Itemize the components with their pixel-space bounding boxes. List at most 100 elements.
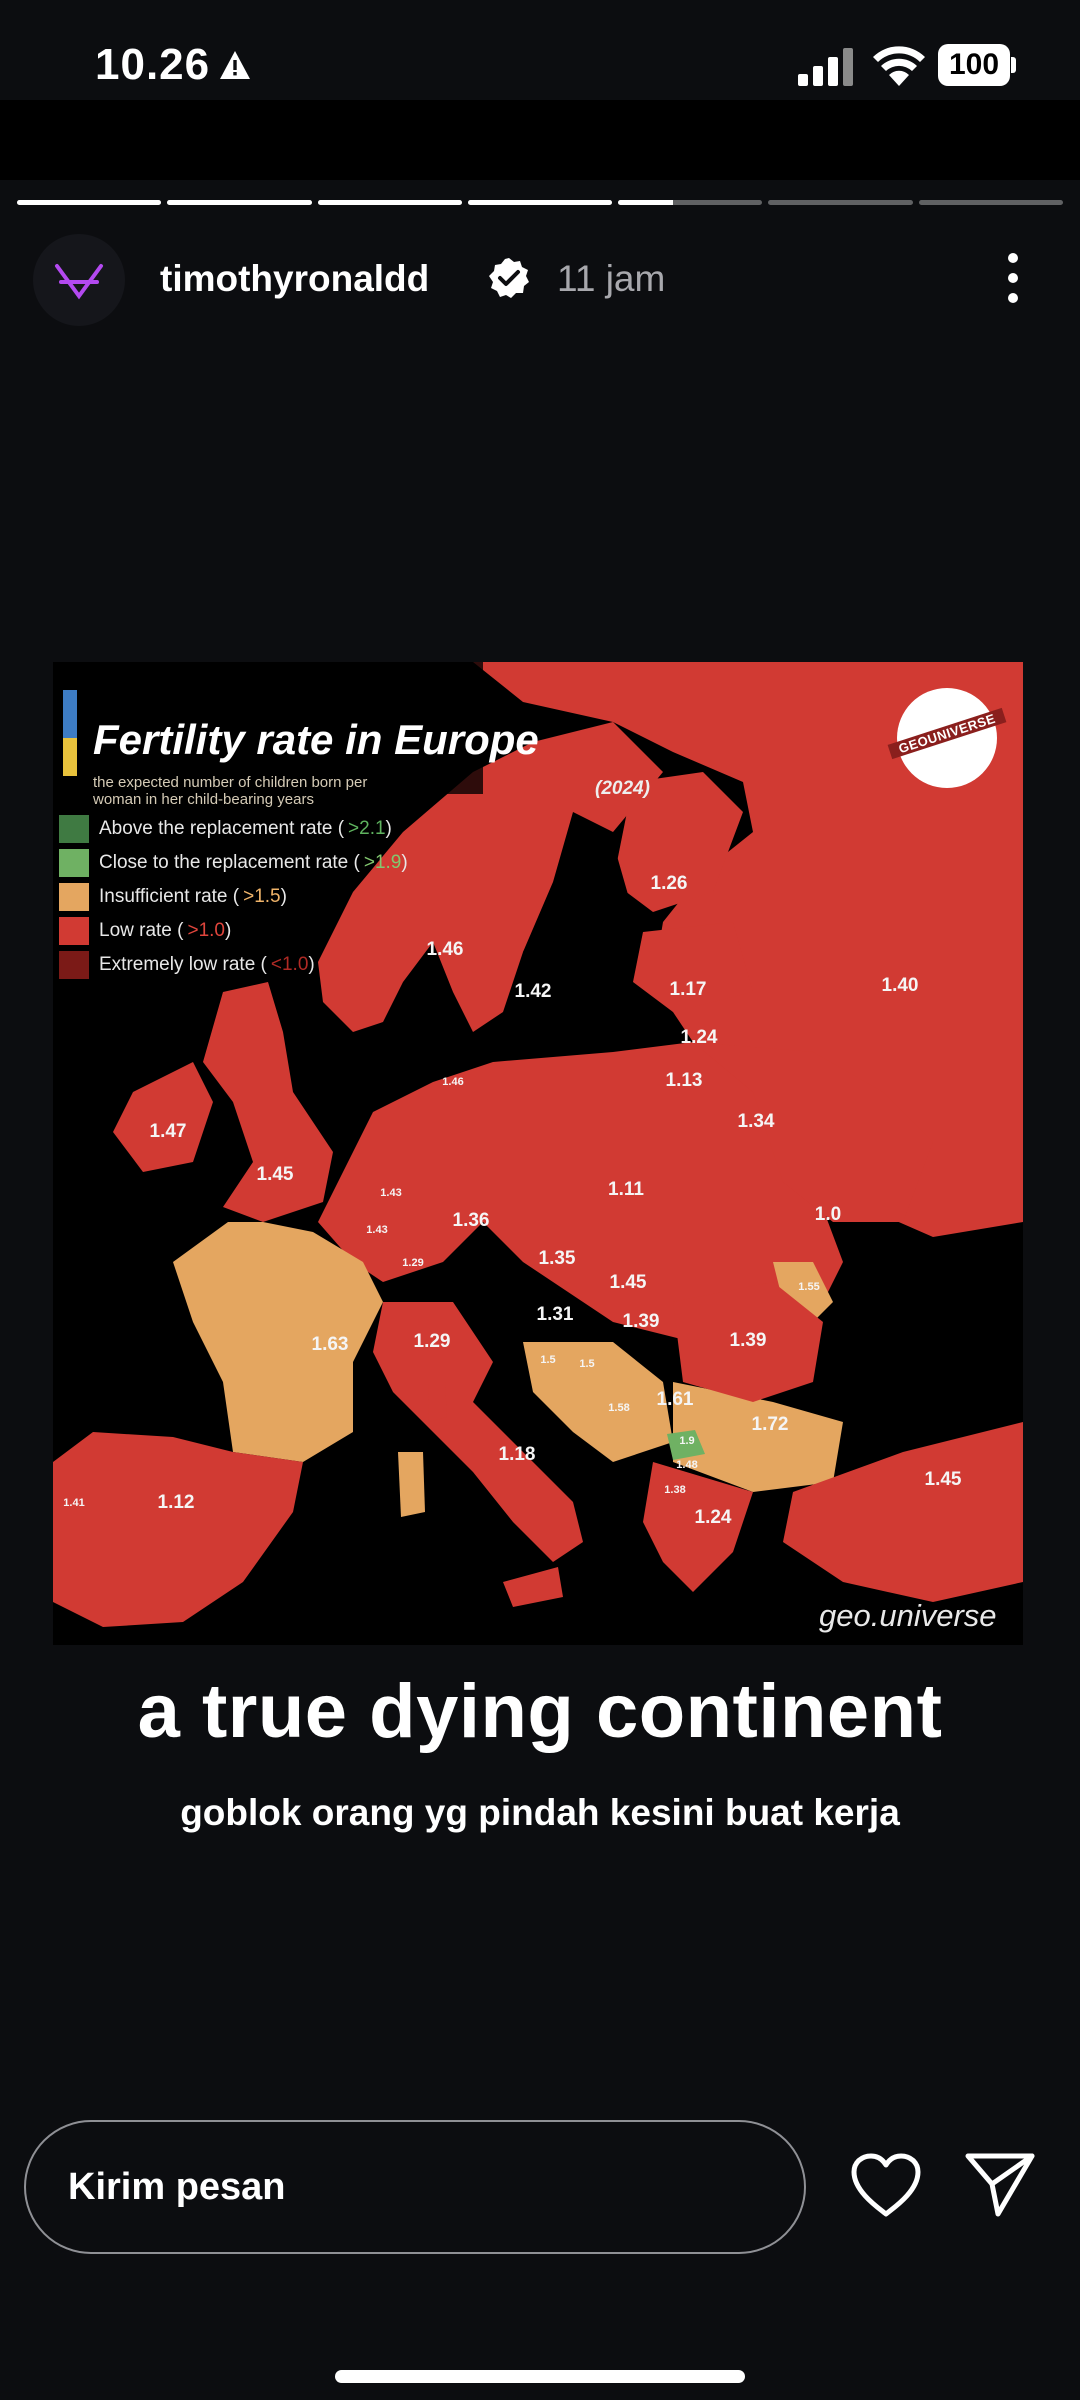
legend-threshold: >2.1	[348, 818, 386, 839]
map-value-label: 1.17	[669, 979, 707, 1000]
title-accent-blue	[63, 690, 77, 738]
legend-close: )	[401, 852, 408, 873]
map-value-label: 1.72	[751, 1414, 789, 1435]
map-value-label: 1.29	[402, 1257, 424, 1269]
username[interactable]: timothyronaldd	[160, 258, 430, 299]
status-time-text: 10.26	[95, 40, 211, 89]
battery-tip	[1011, 57, 1016, 73]
legend-swatch	[59, 849, 89, 877]
legend-swatch	[59, 951, 89, 979]
legend-swatch	[59, 917, 89, 945]
legend-item: Extremely low rate (<1.0)	[59, 948, 408, 982]
map-value-label: 1.11	[608, 1179, 644, 1200]
status-bar: 10.26 100	[0, 0, 1080, 100]
heart-icon[interactable]	[850, 2152, 922, 2218]
progress-fill	[167, 200, 312, 205]
legend-close: )	[308, 954, 315, 975]
battery-level: 100	[938, 44, 1010, 86]
geouniverse-logo: GEOUNIVERSE	[887, 688, 1007, 788]
map-value-label: 1.43	[380, 1187, 402, 1199]
map-value-label: 1.45	[924, 1469, 962, 1490]
alert-triangle-icon	[220, 51, 251, 79]
progress-fill	[467, 200, 613, 205]
avatar-logo-icon	[55, 264, 103, 300]
region-east	[473, 662, 1023, 1237]
wifi-icon	[873, 46, 925, 86]
region-sicily	[503, 1567, 563, 1607]
legend-swatch	[59, 815, 89, 843]
map-value-label: 1.45	[256, 1164, 294, 1185]
avatar[interactable]	[33, 234, 125, 326]
region-kosovo	[667, 1430, 705, 1460]
progress-segment	[618, 200, 763, 205]
region-romania	[673, 1282, 823, 1402]
region-sardinia	[398, 1452, 425, 1517]
map-value-label: 1.47	[149, 1121, 187, 1142]
progress-segment	[17, 200, 162, 205]
progress-segment	[918, 200, 1063, 205]
map-value-label: 1.9	[679, 1435, 695, 1447]
map-value-label: 1.24	[694, 1507, 732, 1528]
legend-label: Close to the replacement rate (	[99, 852, 360, 873]
map-value-label: 1.34	[737, 1111, 775, 1132]
progress-segment	[317, 200, 462, 205]
battery-icon: 100	[938, 44, 1016, 86]
map-value-label: 1.63	[311, 1334, 349, 1355]
region-ukraine	[693, 1042, 933, 1222]
cellular-signal-icon	[798, 48, 853, 86]
legend-label: Extremely low rate (	[99, 954, 267, 975]
geouniverse-logo-text: GEOUNIVERSE	[887, 707, 1007, 760]
region-balkans-west	[523, 1342, 673, 1462]
caption-main: a true dying continent	[137, 1669, 943, 1754]
map-value-label: 1.5	[540, 1354, 556, 1366]
map-value-label: 1.24	[680, 1027, 718, 1048]
map-value-label: 1.46	[426, 939, 464, 960]
title-box	[53, 662, 483, 794]
map-value-label: 1.40	[881, 975, 919, 996]
region-uk	[203, 982, 333, 1222]
legend-close: )	[385, 818, 392, 839]
map-value-label: 1.42	[514, 981, 552, 1002]
caption-sub: goblok orang yg pindah kesini buat kerja	[180, 1792, 900, 1833]
legend-label: Insufficient rate (	[99, 886, 240, 907]
map-value-label: 1.26	[650, 873, 688, 894]
legend-item: Insufficient rate (>1.5)	[59, 880, 408, 914]
map-value-label: 1.18	[498, 1444, 536, 1465]
map-value-label: 1.13	[665, 1070, 703, 1091]
region-corsica	[428, 1382, 447, 1422]
region-central	[318, 1042, 843, 1352]
map-value-label: 1.39	[622, 1311, 660, 1332]
map-value-label: 1.43	[366, 1224, 388, 1236]
legend-swatch	[59, 883, 89, 911]
status-time: 10.26	[95, 40, 252, 90]
progress-fill	[317, 200, 462, 205]
story-header: timothyronaldd 11 jam	[0, 230, 1080, 326]
progress-fill	[618, 200, 673, 205]
reply-input[interactable]	[24, 2120, 806, 2254]
map-value-label: 1.0	[814, 1204, 842, 1225]
send-icon[interactable]	[964, 2150, 1036, 2218]
verified-badge-icon	[489, 258, 529, 298]
legend-label: Low rate (	[99, 920, 184, 941]
top-band	[0, 100, 1080, 180]
legend-item: Low rate (>1.0)	[59, 914, 408, 948]
map-value-label: 1.35	[538, 1248, 576, 1269]
map-value-label: 1.5	[579, 1358, 595, 1370]
map-value-label: 1.29	[413, 1331, 451, 1352]
region-baltics	[633, 922, 753, 1012]
region-ireland	[113, 1062, 213, 1172]
map-legend: Above the replacement rate (>2.1) Close t…	[59, 812, 408, 982]
black-sea	[833, 1282, 1013, 1422]
map-value-label: 1.48	[676, 1459, 698, 1471]
region-finland	[613, 772, 743, 912]
more-options-icon[interactable]	[995, 250, 1031, 306]
map-value-label: 1.41	[63, 1497, 85, 1509]
map-value-label: 1.39	[729, 1330, 767, 1351]
legend-label: Above the replacement rate (	[99, 818, 345, 839]
region-greece	[643, 1462, 753, 1592]
legend-item: Above the replacement rate (>2.1)	[59, 812, 408, 846]
map-value-label: 1.61	[656, 1389, 694, 1410]
map-value-label: 1.58	[608, 1402, 630, 1414]
story-image[interactable]: Fertility rate in Europe the expected nu…	[53, 662, 1023, 1645]
legend-close: )	[225, 920, 232, 941]
